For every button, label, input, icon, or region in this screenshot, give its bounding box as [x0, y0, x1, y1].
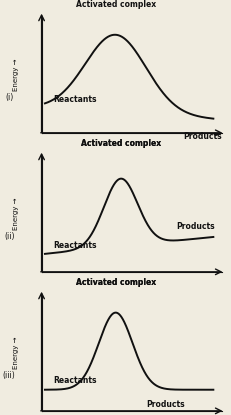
Text: Products: Products — [176, 222, 215, 231]
Text: Reactants: Reactants — [53, 376, 97, 386]
Text: Reaction coordinate →: Reaction coordinate → — [88, 298, 176, 303]
Text: Activated complex: Activated complex — [81, 139, 161, 148]
Text: Reactants: Reactants — [53, 241, 97, 250]
Text: Activated complex: Activated complex — [76, 278, 156, 287]
Text: Reactants: Reactants — [53, 95, 97, 104]
Text: Products: Products — [146, 400, 185, 409]
Text: (i): (i) — [5, 93, 13, 103]
Text: Energy →: Energy → — [13, 59, 19, 91]
Text: Activated complex: Activated complex — [81, 139, 161, 148]
Text: Energy →: Energy → — [13, 198, 19, 230]
Text: Products: Products — [183, 132, 222, 141]
Text: Energy →: Energy → — [13, 337, 19, 369]
Text: (iii): (iii) — [3, 371, 15, 381]
Text: Activated complex: Activated complex — [76, 0, 156, 9]
Text: Activated complex: Activated complex — [76, 278, 156, 287]
Text: Reaction coordinate →: Reaction coordinate → — [88, 159, 176, 164]
Text: (ii): (ii) — [4, 232, 14, 242]
